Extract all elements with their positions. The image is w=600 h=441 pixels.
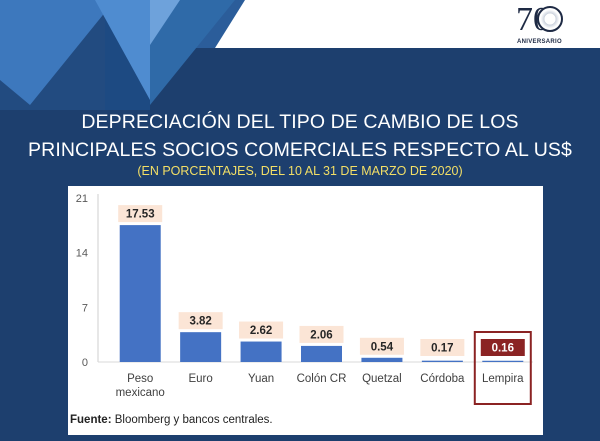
data-label: 17.53: [126, 209, 155, 221]
data-label-box: [178, 312, 223, 330]
data-label-box: [299, 325, 344, 343]
x-tick-label: Lempira: [482, 373, 524, 385]
x-tick-label: Colón CR: [297, 373, 347, 385]
bar: [301, 345, 342, 362]
data-label-box: [239, 321, 284, 339]
data-label: 0.17: [431, 343, 453, 355]
y-tick-label: 14: [76, 248, 88, 260]
title-line-2: PRINCIPALES SOCIOS COMERCIALES RESPECTO …: [28, 139, 572, 161]
page-subtitle: (EN PORCENTAJES, DEL 10 AL 31 DE MARZO D…: [137, 164, 463, 178]
x-tick-label: Córdoba: [420, 373, 465, 385]
data-label: 2.06: [310, 329, 332, 341]
header-decoration: [0, 0, 285, 110]
data-label-box: [359, 337, 404, 355]
source-text: Bloomberg y bancos centrales.: [114, 414, 273, 426]
bar: [240, 341, 282, 362]
x-tick-label: mexicano: [116, 387, 165, 399]
data-label: 2.62: [250, 325, 272, 337]
x-tick-label: Peso: [127, 373, 153, 385]
data-label: 0.16: [492, 343, 514, 355]
x-tick-label: Yuan: [248, 373, 274, 385]
y-tick-label: 7: [82, 302, 88, 314]
bar: [119, 225, 161, 362]
data-label-box: [480, 339, 525, 356]
bar: [180, 332, 222, 362]
data-label: 0.54: [371, 341, 394, 353]
logo-text: ANIVERSARIO: [517, 39, 562, 45]
chart-panel: 0 7 14 21 17.53 Peso mexicano 3.82 Euro 2.62 Yuan 2…: [68, 186, 543, 435]
data-label-box: [118, 205, 163, 223]
highlight-frame: [473, 331, 532, 405]
bar: [482, 360, 524, 362]
anniversary-logo: 70 ANIVERSARIO: [512, 2, 572, 48]
y-tick-label: 21: [76, 193, 88, 205]
seal-icon: [537, 6, 563, 32]
source-note: Fuente: Bloomberg y bancos centrales.: [70, 414, 273, 426]
data-label: 3.82: [189, 316, 211, 328]
x-tick-label: Quetzal: [362, 373, 402, 385]
bar: [421, 360, 463, 362]
data-label-box: [420, 339, 465, 356]
x-tick-label: Euro: [188, 373, 212, 385]
bar-chart: 0 7 14 21 17.53 Peso mexicano 3.82 Euro 2.62 Yuan 2…: [76, 193, 533, 405]
source-label: Fuente:: [70, 414, 112, 426]
page-title: DEPRECIACIÓN DEL TIPO DE CAMBIO DE LOS P…: [0, 108, 600, 164]
y-tick-label: 0: [82, 357, 88, 369]
bar: [361, 357, 403, 362]
title-line-1: DEPRECIACIÓN DEL TIPO DE CAMBIO DE LOS: [81, 111, 519, 133]
